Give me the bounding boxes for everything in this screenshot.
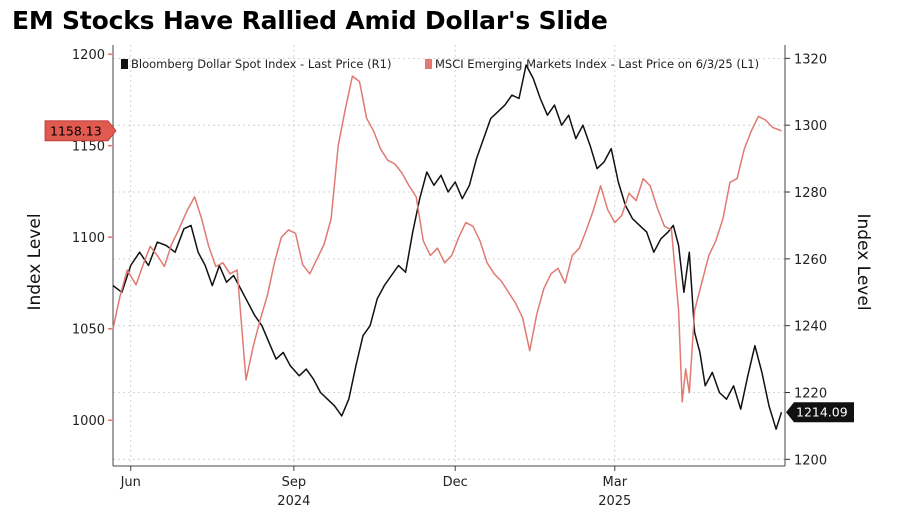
- x-year-label: 2024: [277, 494, 310, 509]
- legend-label: MSCI Emerging Markets Index - Last Price…: [435, 57, 759, 71]
- dollar-last-value: 1214.09: [796, 405, 848, 420]
- x-tick-label: Jun: [120, 475, 141, 490]
- left-axis-ticks: 1000 1050 1100 1150 1200: [72, 48, 113, 429]
- grid-lines: [113, 45, 785, 466]
- left-axis-title: Index Level: [25, 213, 45, 310]
- right-tick-label: 1260: [794, 253, 827, 268]
- msci-em-line: [112, 75, 782, 403]
- chart-title: EM Stocks Have Rallied Amid Dollar's Sli…: [12, 6, 608, 35]
- legend-label: Bloomberg Dollar Spot Index - Last Price…: [131, 57, 391, 71]
- x-year-label: 2025: [598, 494, 631, 509]
- left-tick-label: 1200: [72, 48, 105, 63]
- last-value-tags: 1158.13 1214.09: [44, 120, 854, 423]
- left-tick-label: 1050: [72, 323, 105, 338]
- right-tick-label: 1240: [794, 320, 827, 335]
- msci-last-value-tag: [44, 120, 117, 142]
- x-axis-ticks: Jun Sep Dec Mar 2024 2025: [120, 466, 631, 509]
- legend-swatch: [121, 59, 128, 69]
- msci-last-value: 1158.13: [50, 123, 102, 138]
- x-tick-label: Dec: [443, 475, 468, 490]
- right-tick-label: 1220: [794, 386, 827, 401]
- legend: Bloomberg Dollar Spot Index - Last Price…: [121, 57, 759, 71]
- x-tick-label: Sep: [282, 475, 307, 490]
- legend-swatch: [425, 59, 432, 69]
- dollar-last-value-tag: [786, 402, 854, 423]
- right-tick-label: 1320: [794, 52, 827, 67]
- left-tick-label: 1100: [72, 231, 105, 246]
- x-tick-label: Mar: [603, 475, 628, 490]
- right-axis-title: Index Level: [853, 213, 873, 310]
- left-tick-label: 1000: [72, 414, 105, 429]
- plot-frame: [112, 45, 786, 467]
- right-axis-ticks: 1200 1220 1240 1260 1280 1300 1320: [785, 52, 827, 468]
- right-tick-label: 1280: [794, 186, 827, 201]
- right-tick-label: 1200: [794, 453, 827, 468]
- right-tick-label: 1300: [794, 119, 827, 134]
- series-layer: [112, 64, 783, 430]
- left-tick-label: 1150: [72, 140, 105, 155]
